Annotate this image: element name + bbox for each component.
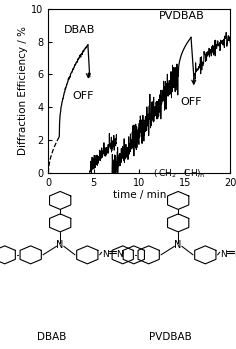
Text: PVDBAB: PVDBAB — [148, 332, 191, 342]
Text: N: N — [56, 240, 64, 250]
Text: N: N — [234, 250, 236, 259]
Y-axis label: Diffraction Efficiency / %: Diffraction Efficiency / % — [18, 26, 29, 155]
Text: OFF: OFF — [180, 97, 202, 107]
Text: OFF: OFF — [72, 91, 93, 101]
Text: N: N — [116, 250, 122, 259]
Text: DBAB: DBAB — [64, 25, 95, 35]
Text: N: N — [102, 250, 109, 259]
Text: N: N — [174, 240, 182, 250]
Text: $\mathsf{\!\!\!\left(\,CH_2\!-\!CH\right)_{\!n}}$: $\mathsf{\!\!\!\left(\,CH_2\!-\!CH\right… — [154, 168, 205, 180]
Text: DBAB: DBAB — [37, 332, 67, 342]
Text: PVDBAB: PVDBAB — [159, 12, 205, 21]
X-axis label: time / min: time / min — [113, 191, 166, 200]
Text: N: N — [220, 250, 227, 259]
